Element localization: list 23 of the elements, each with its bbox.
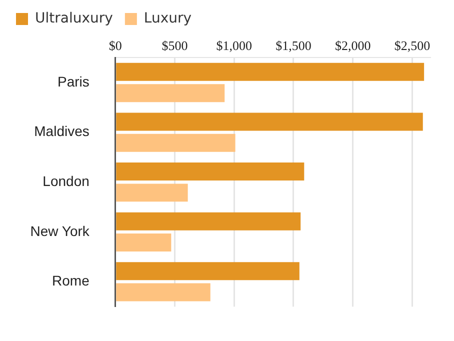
bar — [116, 212, 301, 230]
x-tick-label: $2,000 — [334, 38, 371, 54]
bar — [116, 283, 210, 302]
y-tick-label: Rome — [52, 272, 90, 289]
bar — [116, 84, 225, 102]
bar — [116, 262, 300, 280]
bar — [116, 233, 172, 252]
y-tick-label: New York — [30, 222, 90, 239]
bar — [116, 134, 236, 152]
y-tick-label: Maldives — [34, 123, 90, 140]
bar — [116, 62, 424, 81]
bar — [116, 162, 304, 181]
x-tick-label: $1,000 — [216, 38, 252, 54]
y-tick-label: Paris — [57, 73, 90, 90]
bar — [116, 184, 188, 202]
x-tick-label: $1,500 — [276, 38, 312, 54]
legend-label: Luxury — [144, 10, 192, 27]
x-tick-label: $2,500 — [394, 38, 430, 54]
x-tick-label: $500 — [162, 38, 188, 54]
legend-label: Ultraluxury — [35, 10, 113, 27]
bar — [116, 112, 423, 131]
x-tick-label: $0 — [108, 38, 122, 54]
y-tick-label: London — [42, 172, 90, 189]
